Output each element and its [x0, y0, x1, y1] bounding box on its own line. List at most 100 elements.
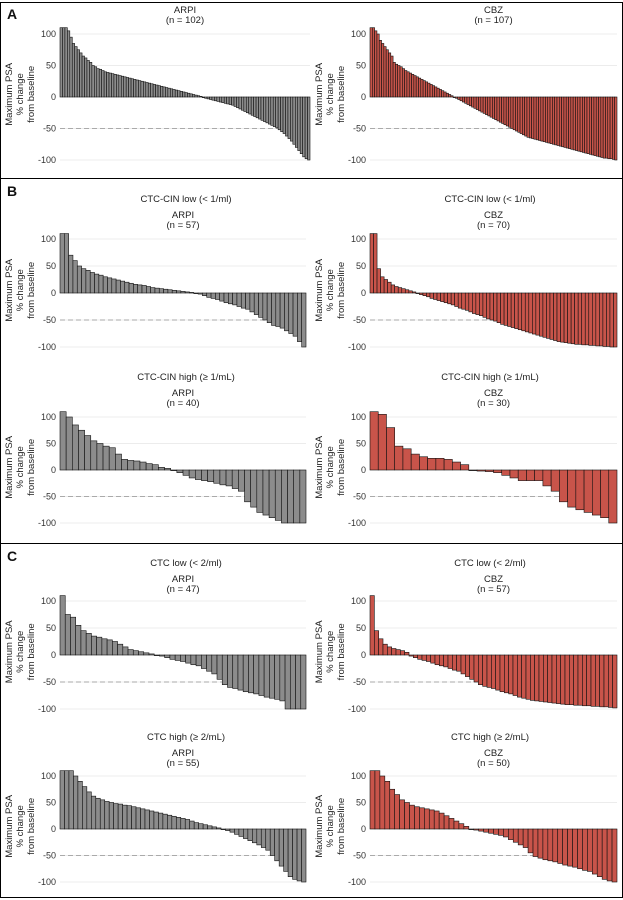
- bar: [454, 292, 459, 307]
- bar: [499, 654, 505, 693]
- y-tick-label: 50: [46, 623, 56, 633]
- y-axis-label-line: from baseline: [336, 798, 347, 855]
- bar: [602, 96, 606, 159]
- bar: [475, 292, 480, 315]
- y-tick-label: -50: [43, 851, 56, 861]
- bar: [429, 292, 434, 299]
- bar: [234, 828, 240, 835]
- bar: [163, 288, 169, 294]
- bar: [207, 469, 215, 482]
- bar: [165, 87, 169, 98]
- bar: [542, 96, 546, 143]
- bar: [422, 292, 427, 296]
- y-axis-label: Maximum PSA% changefrom baseline: [4, 620, 37, 683]
- bar: [535, 292, 540, 336]
- bar: [139, 461, 147, 471]
- bar: [138, 80, 142, 98]
- bar: [113, 803, 119, 830]
- y-tick-label: 0: [51, 650, 56, 660]
- bar: [419, 292, 424, 295]
- bar: [596, 828, 603, 878]
- bar: [59, 411, 67, 471]
- bar: [171, 815, 177, 830]
- bar: [556, 654, 561, 704]
- bar: [534, 469, 544, 481]
- bar: [72, 424, 79, 471]
- y-axis-label-line: % change: [325, 805, 336, 847]
- bar: [385, 49, 389, 98]
- bar: [468, 469, 478, 471]
- bar: [373, 233, 378, 294]
- bar: [404, 289, 410, 294]
- bar: [159, 654, 165, 657]
- bar: [434, 654, 440, 666]
- bar: [547, 654, 553, 703]
- bar: [249, 292, 255, 313]
- bar: [473, 654, 479, 683]
- bar: [374, 30, 378, 98]
- bar: [182, 469, 190, 476]
- bar: [120, 75, 125, 98]
- bar: [425, 81, 429, 98]
- bar: [232, 292, 238, 306]
- bar: [543, 654, 548, 703]
- bar: [167, 289, 173, 294]
- y-axis-label-line: Maximum PSA: [4, 794, 15, 857]
- bar: [190, 654, 197, 666]
- bar: [188, 469, 196, 479]
- bar: [299, 469, 307, 524]
- bar: [391, 648, 397, 656]
- bar: [436, 87, 440, 98]
- chart-title: ARPI: [174, 5, 196, 16]
- bar: [395, 649, 401, 656]
- bar: [378, 638, 384, 656]
- y-axis-label-line: Maximum PSA: [4, 258, 15, 321]
- bar: [508, 96, 512, 128]
- bar: [69, 36, 73, 98]
- bar: [412, 291, 417, 294]
- bar: [514, 292, 519, 329]
- bar: [450, 292, 455, 306]
- bar: [453, 820, 460, 830]
- bar: [552, 96, 555, 145]
- section-subtitle: CTC high (≥ 2/mL): [147, 732, 225, 743]
- bar: [369, 770, 376, 830]
- y-axis-label-line: % change: [15, 269, 26, 311]
- bar: [172, 89, 176, 98]
- bar: [447, 654, 453, 669]
- y-axis-label-line: Maximum PSA: [4, 62, 15, 125]
- y-axis-label-line: % change: [15, 805, 26, 847]
- bar: [295, 654, 302, 710]
- chart-title: CBZ: [484, 5, 503, 16]
- y-axis-label-line: Maximum PSA: [4, 435, 15, 498]
- bar: [229, 828, 235, 833]
- bar: [240, 292, 246, 309]
- bar: [415, 292, 420, 294]
- bar: [271, 292, 277, 326]
- bar: [609, 292, 614, 348]
- bar: [550, 469, 560, 492]
- y-axis-label-line: Maximum PSA: [314, 62, 325, 125]
- bar: [237, 654, 244, 691]
- bar: [157, 85, 161, 98]
- y-tick-label: 0: [361, 92, 366, 102]
- bar: [494, 96, 498, 120]
- bar: [479, 292, 484, 316]
- bar: [517, 96, 521, 133]
- bar: [404, 802, 410, 830]
- bar: [595, 292, 600, 347]
- bar: [59, 27, 63, 98]
- bar: [199, 96, 203, 98]
- bar: [215, 292, 220, 300]
- bar: [600, 469, 610, 519]
- bar: [500, 292, 505, 325]
- bar: [432, 85, 435, 98]
- bar: [547, 96, 551, 144]
- bar: [450, 95, 454, 98]
- bar: [486, 654, 492, 688]
- panel-label: A: [7, 6, 18, 22]
- bar: [480, 96, 484, 113]
- bar: [611, 828, 618, 883]
- y-axis-label-line: from baseline: [336, 623, 347, 680]
